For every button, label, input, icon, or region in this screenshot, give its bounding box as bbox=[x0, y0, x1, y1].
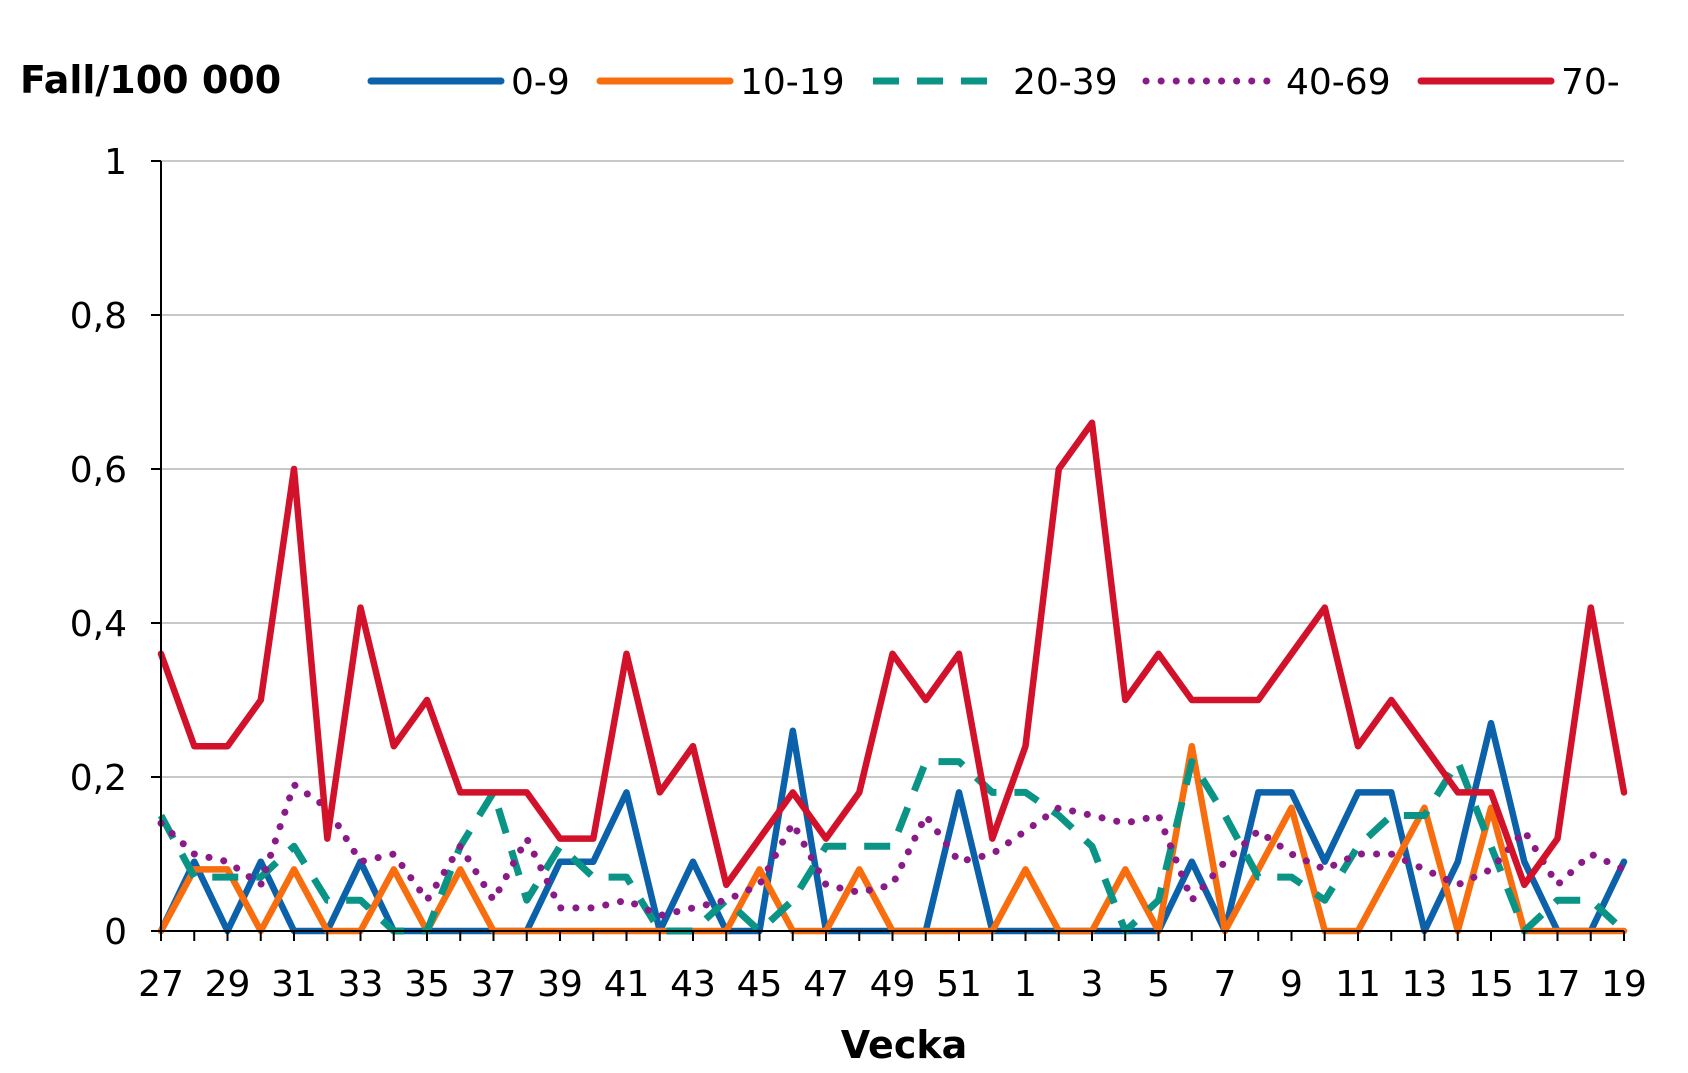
x-tick-label: 15 bbox=[1468, 964, 1514, 1005]
x-tick-label: 49 bbox=[870, 964, 916, 1005]
x-tick-label: 3 bbox=[1081, 964, 1104, 1005]
x-tick-label: 13 bbox=[1402, 964, 1448, 1005]
x-tick-label: 1 bbox=[1014, 964, 1037, 1005]
y-tick-label: 0,4 bbox=[70, 604, 127, 645]
y-axis-title: Fall/100 000 bbox=[20, 58, 281, 102]
x-tick-label: 27 bbox=[138, 964, 184, 1005]
x-tick-label: 9 bbox=[1280, 964, 1303, 1005]
x-tick-labels: 27 29 31 33 35 37 39 41 43 45 47 49 51 1 3 5 7 9 11 13 15 17 1… bbox=[138, 964, 1647, 1005]
x-tick-label: 37 bbox=[471, 964, 517, 1005]
x-tick-label: 47 bbox=[803, 964, 849, 1005]
series-line-5 bbox=[157, 419, 1628, 889]
x-tick-label: 17 bbox=[1535, 964, 1581, 1005]
x-tick-label: 7 bbox=[1214, 964, 1237, 1005]
x-tick-label: 39 bbox=[537, 964, 583, 1005]
legend-label-5: 70- bbox=[1561, 62, 1620, 103]
legend-label-2: 10-19 bbox=[740, 62, 845, 103]
legend-label-4: 40-69 bbox=[1286, 62, 1391, 103]
x-tick-label: 45 bbox=[737, 964, 783, 1005]
legend-label-1: 0-9 bbox=[511, 62, 570, 103]
x-tick-label: 33 bbox=[338, 964, 384, 1005]
y-tick-label: 0,2 bbox=[70, 758, 127, 799]
y-tick-label: 0,6 bbox=[70, 450, 127, 491]
y-tick-label: 0 bbox=[104, 912, 127, 953]
y-tick-labels: 0 0,2 0,4 0,6 0,8 1 bbox=[70, 142, 127, 953]
x-tick-label: 31 bbox=[271, 964, 317, 1005]
series-layer bbox=[157, 419, 1628, 935]
x-tick-label: 5 bbox=[1147, 964, 1170, 1005]
y-tick-label: 1 bbox=[104, 142, 127, 183]
x-tick-label: 29 bbox=[205, 964, 251, 1005]
x-tick-label: 51 bbox=[936, 964, 982, 1005]
x-tick-label: 19 bbox=[1601, 964, 1647, 1005]
x-tick-label: 11 bbox=[1335, 964, 1381, 1005]
y-tick-label: 0,8 bbox=[70, 296, 127, 337]
x-tick-label: 43 bbox=[670, 964, 716, 1005]
x-tick-label: 35 bbox=[404, 964, 450, 1005]
x-tick-label: 41 bbox=[604, 964, 650, 1005]
x-axis-title: Vecka bbox=[841, 1023, 968, 1067]
legend: 0-9 10-19 20-39 40-69 70- bbox=[367, 62, 1620, 103]
series-line-3 bbox=[157, 758, 1627, 935]
legend-label-3: 20-39 bbox=[1013, 62, 1118, 103]
gridlines bbox=[161, 160, 1624, 778]
axes bbox=[151, 160, 1625, 941]
